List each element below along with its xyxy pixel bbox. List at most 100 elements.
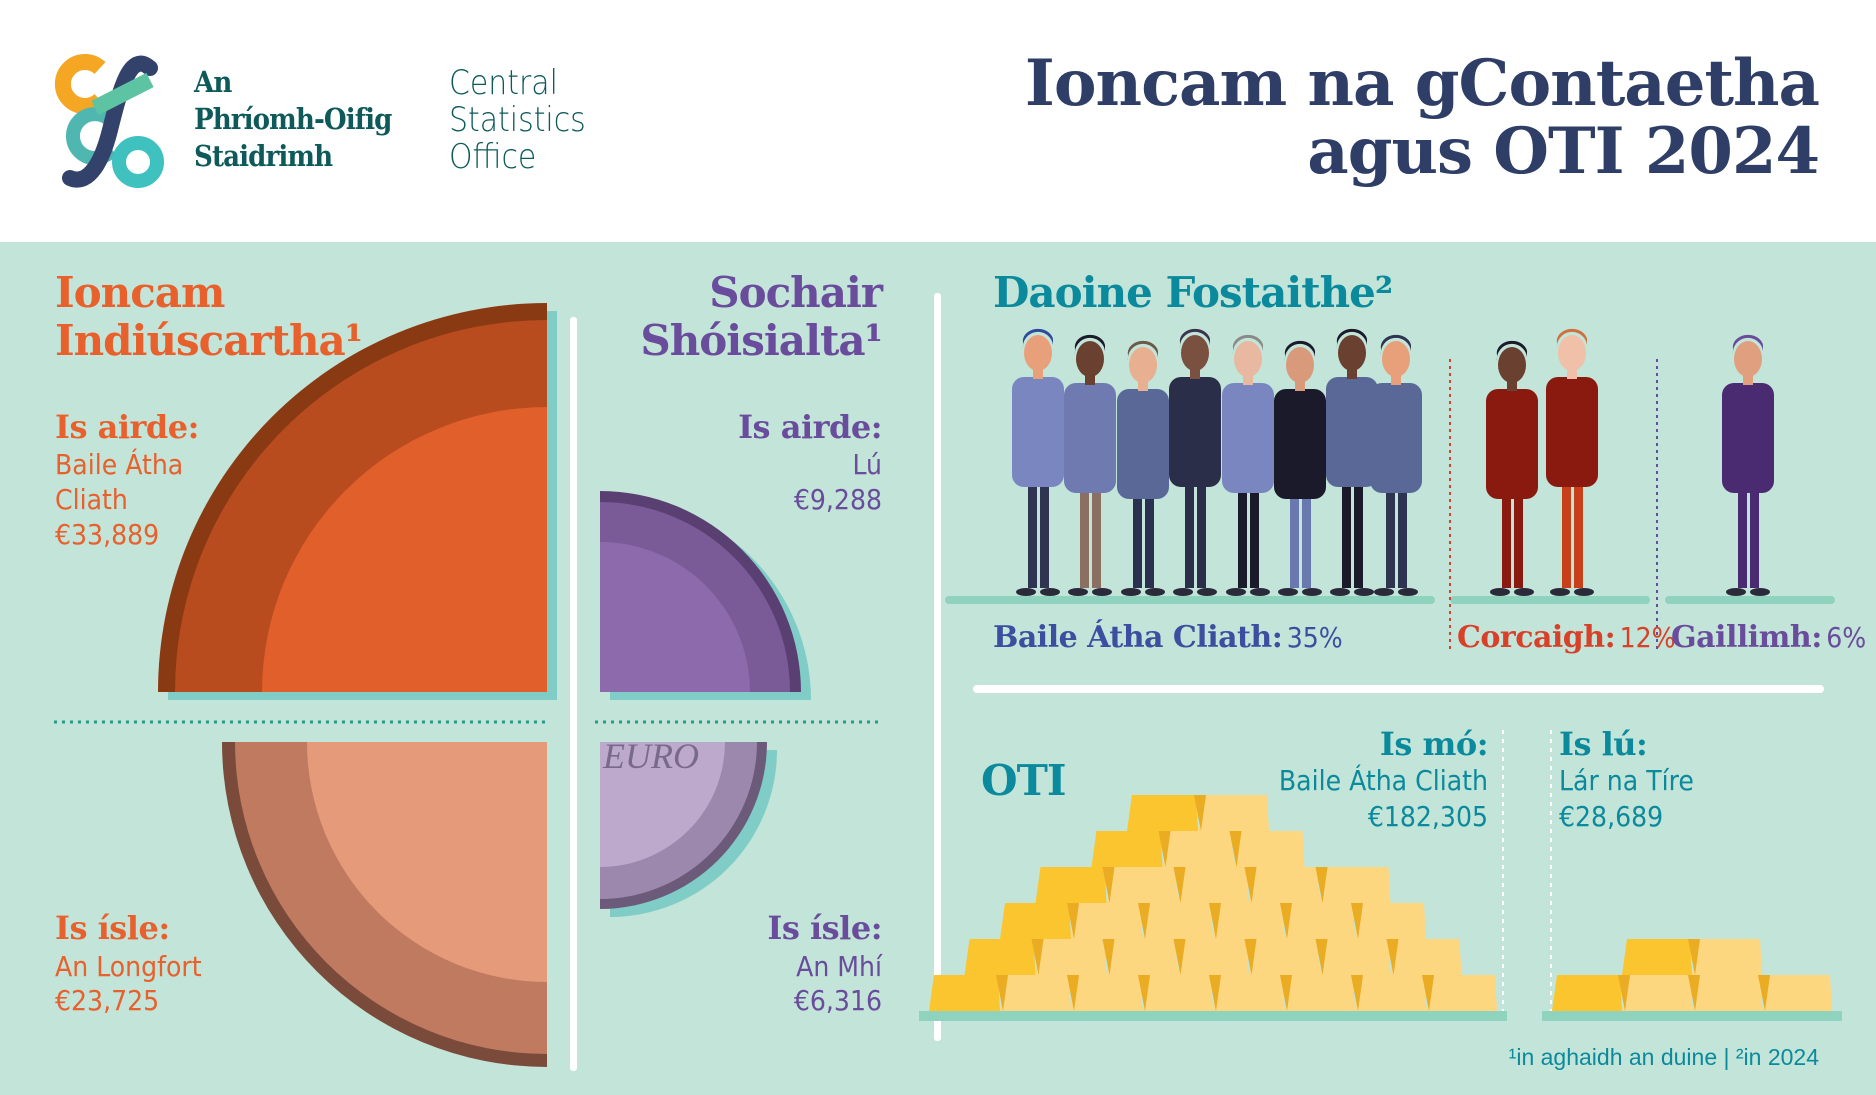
person-torso	[1326, 377, 1378, 487]
vertical-divider-right	[934, 293, 941, 1041]
person-leg	[1238, 481, 1247, 588]
logo-navy-stroke	[62, 55, 158, 188]
person-shoe	[1016, 588, 1036, 596]
person-neck	[1033, 365, 1043, 379]
person-head	[1558, 335, 1586, 371]
person-leg	[1738, 481, 1747, 588]
person-hair	[1496, 340, 1527, 361]
di-lowest-value: €23,725	[55, 984, 160, 1017]
sb-highest-place: Lú	[852, 448, 882, 481]
person-leg	[1080, 481, 1089, 588]
di-highest-place-2: Cliath	[55, 483, 128, 516]
people-platform	[1450, 596, 1650, 604]
gva-least-value: €28,689	[1559, 800, 1664, 833]
person-shoe	[1250, 588, 1270, 596]
person-shoe	[1121, 588, 1141, 596]
person-torso	[1486, 389, 1538, 499]
gva-most-place: Baile Átha Cliath	[1278, 764, 1488, 797]
region-value: 6%	[1826, 621, 1867, 654]
gold-bar	[1035, 939, 1107, 975]
gva-least-place: Lár na Tíre	[1559, 764, 1694, 797]
gold-bar	[1213, 975, 1284, 1011]
person-shoe	[1092, 588, 1112, 596]
gold-bar	[1426, 975, 1497, 1011]
person-torso	[1117, 389, 1169, 499]
gold-bar	[1106, 867, 1178, 903]
di-lowest-label: Is ísle:	[55, 909, 170, 947]
person-shoe	[1550, 588, 1570, 596]
gold-bar	[964, 939, 1036, 975]
gold-bar-shadow	[1209, 975, 1221, 1011]
person-hair	[1556, 328, 1587, 349]
region-value: 35%	[1286, 621, 1343, 654]
person-leg	[1028, 475, 1037, 588]
person-torso	[1274, 389, 1326, 499]
logo-text-english-3: Office	[449, 137, 537, 177]
gold-bar-shadow	[1229, 831, 1242, 867]
person-shoe	[1040, 588, 1060, 596]
person-hair	[1232, 334, 1263, 355]
gold-bar	[1091, 831, 1163, 867]
gold-bar-shadow	[1244, 939, 1257, 975]
person-torso	[1370, 383, 1422, 493]
gold-bar	[1198, 795, 1269, 831]
logo-teal-circle	[112, 136, 164, 188]
person-shoe	[1302, 588, 1322, 596]
gold-bar-shadow	[1173, 867, 1186, 903]
di-highest-place-1: Baile Átha	[55, 448, 184, 481]
person-leg	[1342, 475, 1351, 588]
euro-coin-2-bottom-center	[600, 742, 725, 867]
gold-bar-small	[1552, 975, 1622, 1011]
person-head	[1338, 335, 1366, 371]
gold-bar-shadow	[1351, 903, 1363, 939]
person-torso	[1012, 377, 1064, 487]
person-shoe	[1226, 588, 1246, 596]
person-leg	[1562, 475, 1571, 588]
gold-bar-small	[1692, 939, 1762, 975]
person-shoe	[1374, 588, 1394, 596]
gold-bar-shadow	[1280, 975, 1292, 1011]
person-neck	[1391, 371, 1401, 385]
gold-bar	[1035, 867, 1107, 903]
person-shoe	[1726, 588, 1746, 596]
sb-lowest-label: Is ísle:	[767, 909, 882, 947]
gold-bar-shadow	[996, 975, 1008, 1011]
person-neck	[1507, 377, 1517, 391]
logo-text-english-2: Statistics	[449, 100, 586, 140]
gold-bar-shadow	[1758, 975, 1770, 1011]
gold-bar-shadow	[1102, 939, 1115, 975]
gva-most-label: Is mó:	[1379, 725, 1489, 763]
person-hair	[1284, 340, 1315, 361]
gold-bar	[1142, 903, 1213, 939]
person-torso	[1722, 383, 1774, 493]
person-shoe	[1330, 588, 1350, 596]
person-shoe	[1068, 588, 1088, 596]
logo-green-stroke	[91, 72, 154, 116]
gold-bar-shadow	[1067, 903, 1079, 939]
logo-orange-ring	[54, 54, 106, 114]
disposable-income-title-1: Ioncam	[55, 268, 225, 317]
person-leg	[1386, 481, 1395, 588]
gold-bar	[1319, 939, 1391, 975]
region-dublin: Baile Átha Cliath: 35%	[993, 623, 1343, 653]
people-platform	[1665, 596, 1835, 604]
person-shoe	[1490, 588, 1510, 596]
person-head	[1181, 335, 1209, 371]
logo-text-irish-1: An	[194, 65, 232, 99]
person-hair	[1336, 328, 1367, 349]
person-shoe	[1398, 588, 1418, 596]
person-shoe	[1278, 588, 1298, 596]
sb-lowest-place: An Mhí	[796, 950, 882, 983]
gold-bar-small	[1622, 975, 1692, 1011]
coin-euro-text: EURO	[602, 736, 699, 776]
person-torso	[1064, 383, 1116, 493]
gva-least-label: Is lú:	[1559, 725, 1648, 763]
person-torso	[1222, 383, 1274, 493]
gold-bar-shadow	[1173, 939, 1186, 975]
gold-bar-shadow	[1422, 975, 1434, 1011]
person-head	[1024, 335, 1052, 371]
gold-platform	[1542, 1011, 1842, 1021]
gold-bar	[1162, 831, 1234, 867]
gold-platform	[919, 1011, 1507, 1021]
